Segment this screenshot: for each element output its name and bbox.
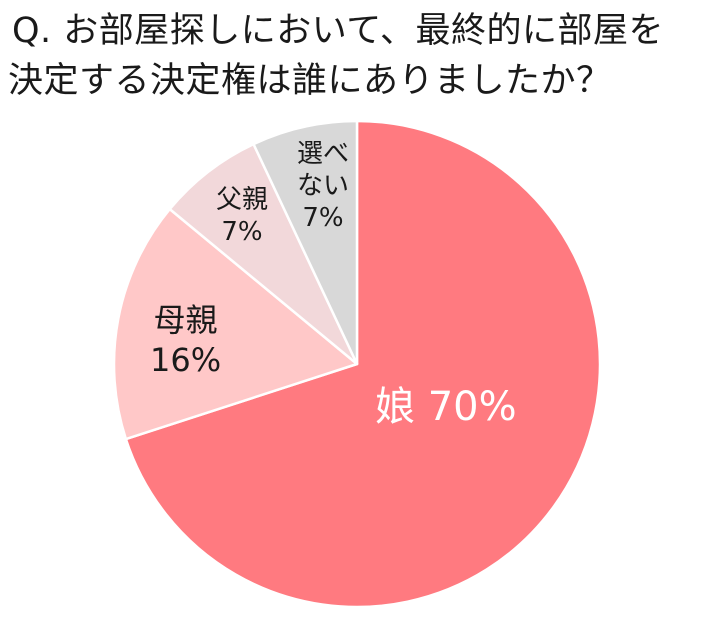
slice-label-cannot-choose: 選べ ない 7%	[297, 138, 349, 234]
slice-label-mother: 母親 16%	[150, 300, 221, 380]
chart-title: Q. お部屋探しにおいて、最終的に部屋を 決定する決定権は誰にありましたか？	[8, 6, 720, 106]
slice-label-father: 父親 7%	[216, 184, 268, 248]
mother-name: 母親	[153, 301, 218, 339]
slice-cannot-choose	[252, 119, 359, 366]
daughter-name: 娘	[375, 384, 415, 430]
daughter-pct: 70%	[427, 384, 517, 430]
cannot-choose-name-1: 選べ	[297, 139, 350, 169]
father-name: 父親	[216, 185, 269, 215]
slice-father	[168, 142, 359, 366]
chart-title-line-2: 決定する決定権は誰にありましたか？	[8, 61, 612, 101]
slice-mother	[112, 207, 359, 441]
cannot-choose-pct: 7%	[302, 203, 344, 233]
slice-daughter	[124, 119, 602, 609]
mother-pct: 16%	[150, 341, 222, 379]
pie-slices	[112, 119, 602, 609]
cannot-choose-name-2: ない	[297, 171, 350, 201]
chart-title-line-1: Q. お部屋探しにおいて、最終的に部屋を	[12, 11, 665, 51]
father-pct: 7%	[221, 217, 263, 247]
slice-label-daughter: 娘 70%	[375, 382, 517, 432]
